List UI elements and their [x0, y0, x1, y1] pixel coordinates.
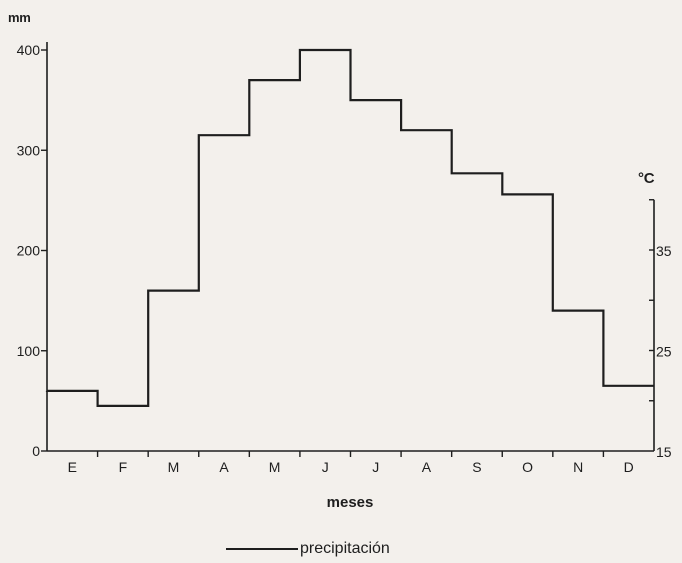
y-tick-label: 0 [32, 443, 40, 459]
x-tick-label: A [422, 459, 432, 475]
y-tick-label: 100 [17, 343, 41, 359]
y2-tick-label: 35 [656, 243, 672, 259]
y-tick-label: 400 [17, 42, 41, 58]
y-tick-label: 300 [17, 142, 41, 158]
x-tick-label: S [472, 459, 481, 475]
precipitation-step-line [45, 48, 654, 407]
x-tick-label: O [522, 459, 533, 475]
legend-line-swatch [226, 548, 298, 550]
x-tick-label: M [168, 459, 180, 475]
x-tick-label: N [573, 459, 583, 475]
y2-tick-label: 15 [656, 444, 672, 460]
y2-axis-unit-label: °C [638, 170, 655, 187]
legend: precipitación [226, 540, 390, 558]
y-axis-unit-label: mm [8, 10, 31, 25]
x-tick-label: A [219, 459, 229, 475]
y2-tick-label: 25 [656, 344, 672, 360]
legend-label: precipitación [300, 540, 390, 557]
x-tick-label: J [322, 459, 329, 475]
x-tick-label: M [269, 459, 281, 475]
x-tick-label: J [372, 459, 379, 475]
x-tick-label: F [119, 459, 128, 475]
x-tick-label: D [624, 459, 634, 475]
x-tick-label: E [68, 459, 77, 475]
y-tick-label: 200 [17, 243, 41, 259]
x-axis-title: meses [326, 494, 374, 511]
